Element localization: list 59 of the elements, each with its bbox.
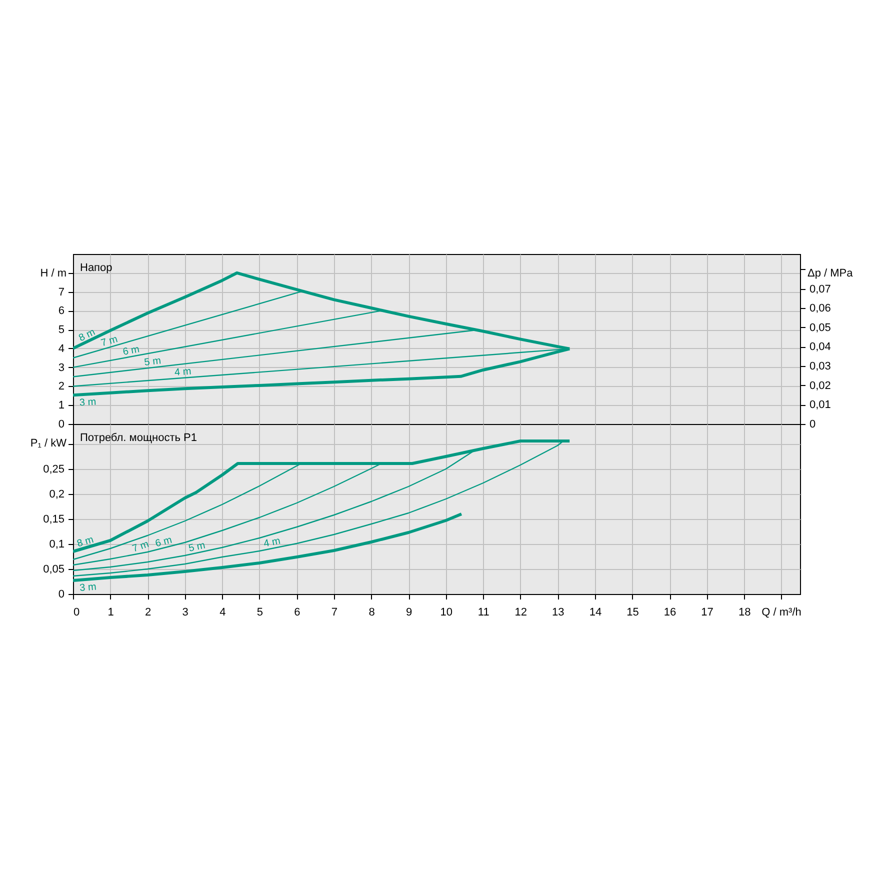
- x-tick-label: 16: [664, 606, 676, 618]
- y2-axis-title: Δp / MPa: [808, 268, 854, 280]
- x-tick-label: 0: [74, 606, 80, 618]
- x-tick-label: 14: [589, 606, 602, 618]
- text: 4 m: [262, 536, 282, 550]
- x-tick-label: 10: [440, 606, 452, 618]
- x-tick-label: 5: [256, 606, 263, 618]
- x-tick-label: 8: [368, 606, 375, 618]
- text: Напор: [80, 262, 112, 274]
- x-tick-label: 12: [514, 606, 528, 618]
- x-tick-label: 3: [182, 606, 188, 618]
- x-tick-label: 17: [701, 606, 714, 618]
- y-tick-label: 0: [58, 418, 64, 430]
- x-axis-title: Q / m³/h: [762, 606, 802, 618]
- y2-tick-label: 0,02: [810, 380, 831, 392]
- text: 6 m: [122, 344, 140, 358]
- y-tick-label: 0,2: [49, 488, 64, 500]
- x-tick-label: 9: [406, 606, 412, 618]
- y-tick-label: 0,05: [43, 564, 64, 576]
- y2-tick-label: 0,04: [810, 341, 831, 354]
- y2-tick-label: 0,05: [810, 322, 831, 334]
- x-tick-label: 11: [478, 606, 490, 618]
- y2-tick-label: 0: [810, 418, 816, 430]
- y-tick-label: 7: [58, 286, 64, 298]
- series-label: 3 m: [79, 582, 97, 594]
- y-axis-title: H / m: [40, 268, 66, 280]
- x-tick-label: 18: [738, 606, 751, 618]
- y-tick-label: 0: [58, 588, 64, 600]
- text: 7 m: [100, 334, 120, 350]
- text: 8 m: [77, 326, 98, 344]
- series-label: 4 m: [174, 366, 192, 379]
- series-label: 3 m: [79, 396, 96, 409]
- y2-tick-label: 0,07: [810, 283, 831, 296]
- text: 6 m: [154, 534, 174, 550]
- y-tick-label: 3: [58, 362, 64, 374]
- x-tick-label: 2: [145, 606, 152, 618]
- x-tick-label: 1: [108, 606, 114, 618]
- y-tick-label: 5: [58, 324, 64, 336]
- x-tick-label: 6: [294, 606, 300, 618]
- y-tick-label: 0,15: [43, 514, 64, 526]
- x-tick-label: 15: [626, 606, 639, 618]
- text: 5 m: [188, 540, 206, 554]
- y-tick-label: 4: [58, 342, 64, 355]
- y2-tick-label: 0,06: [810, 302, 831, 315]
- y-tick-label: 0,1: [49, 538, 64, 550]
- y-tick-label: 6: [58, 305, 64, 318]
- text: 7 m: [130, 538, 150, 555]
- text: Потребл. мощность P1: [80, 432, 197, 444]
- y2-tick-label: 0,03: [810, 360, 831, 373]
- y-tick-label: 1: [58, 400, 64, 412]
- text: 5 m: [144, 356, 162, 368]
- y-axis-title: P₁ / kW: [30, 438, 68, 450]
- x-tick-label: 4: [220, 606, 226, 618]
- y-tick-label: 2: [58, 380, 64, 393]
- y-tick-label: 0,25: [43, 464, 64, 476]
- x-tick-label: 13: [552, 606, 564, 618]
- y2-tick-label: 0,01: [810, 399, 831, 412]
- x-tick-label: 7: [331, 606, 338, 618]
- text: 8 m: [76, 534, 95, 550]
